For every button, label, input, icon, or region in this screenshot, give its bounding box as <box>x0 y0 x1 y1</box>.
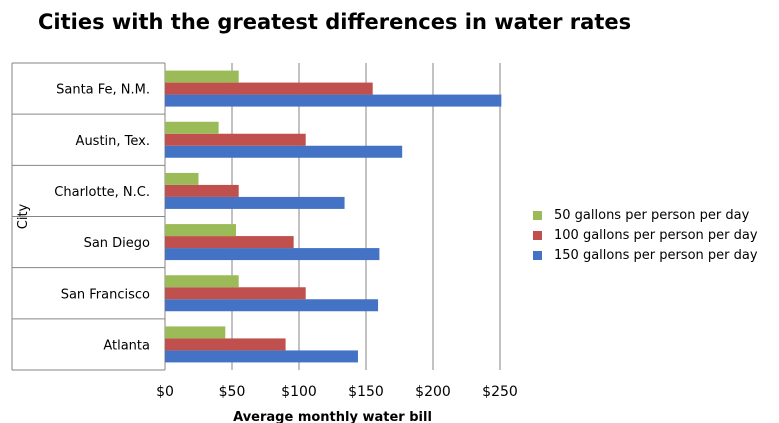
x-tick-label: $0 <box>156 384 174 400</box>
bar <box>165 326 226 339</box>
legend-swatch <box>533 210 542 220</box>
category-label: Santa Fe, N.M. <box>56 83 150 98</box>
x-tick-label: $250 <box>482 384 518 400</box>
bar <box>165 236 294 249</box>
bar <box>165 94 502 107</box>
bar <box>165 121 219 134</box>
bar <box>165 224 237 237</box>
category-label: San Diego <box>84 236 150 251</box>
bar <box>165 184 239 197</box>
legend-swatch <box>533 250 542 260</box>
legend-label: 50 gallons per person per day <box>554 207 750 223</box>
legend: 50 gallons per person per day 100 gallons… <box>533 205 758 265</box>
bar <box>165 172 199 185</box>
bar <box>165 196 345 209</box>
axis-labels: $0 $50 $100 $150 $200 $250 Average monthly wat… <box>16 83 518 423</box>
chart-title: Cities with the greatest differences in … <box>38 10 632 34</box>
legend-label: 100 gallons per person per day <box>554 227 758 243</box>
x-tick-label: $150 <box>348 384 384 400</box>
category-label: Atlanta <box>103 338 150 353</box>
x-tick-label: $50 <box>219 384 246 400</box>
legend-item: 150 gallons per person per day <box>533 245 758 265</box>
x-axis-title: Average monthly water bill <box>233 410 432 423</box>
bar <box>165 133 306 146</box>
category-label: Austin, Tex. <box>76 134 150 149</box>
bar <box>165 248 380 261</box>
bar <box>165 145 403 158</box>
legend-item: 100 gallons per person per day <box>533 225 758 245</box>
legend-item: 50 gallons per person per day <box>533 205 758 225</box>
y-axis-title: City <box>16 203 31 229</box>
bar <box>165 299 379 312</box>
category-label: Charlotte, N.C. <box>54 185 150 200</box>
grid-lines <box>231 63 501 370</box>
legend-swatch <box>533 230 542 240</box>
bars <box>165 70 502 363</box>
legend-label: 150 gallons per person per day <box>554 247 758 263</box>
x-tick-label: $100 <box>281 384 317 400</box>
x-tick-label: $200 <box>415 384 451 400</box>
category-label: San Francisco <box>61 287 150 302</box>
bar <box>165 287 306 300</box>
bar <box>165 275 239 288</box>
bar <box>165 82 373 95</box>
axes <box>11 62 166 371</box>
bar <box>165 350 358 363</box>
bar <box>165 70 239 83</box>
bar <box>165 338 286 351</box>
